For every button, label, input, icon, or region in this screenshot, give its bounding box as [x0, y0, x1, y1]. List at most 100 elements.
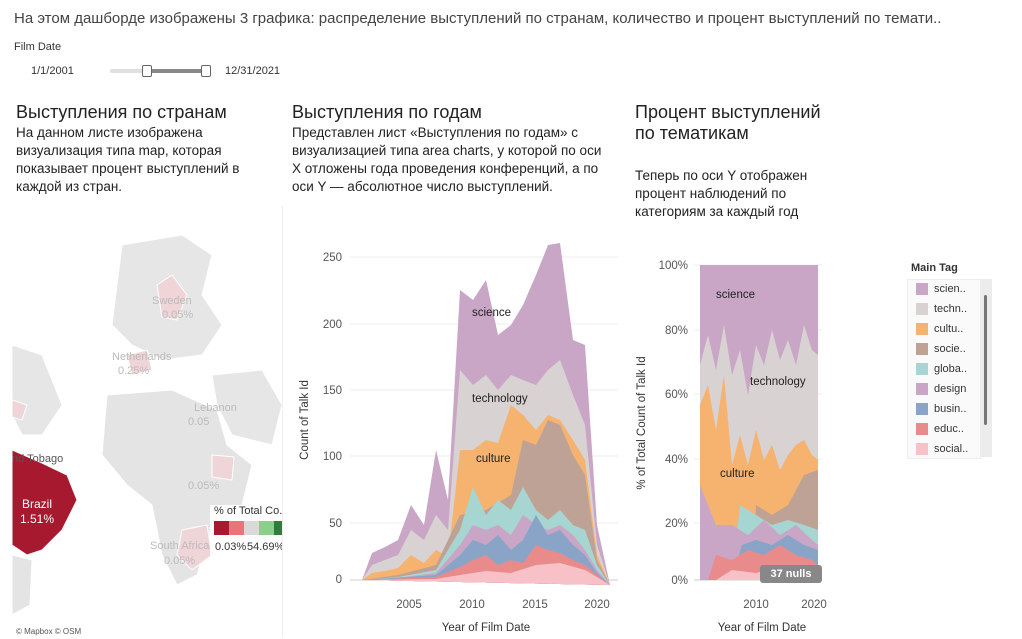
legend-swatch [916, 403, 928, 415]
legend-scrollbar-thumb[interactable] [984, 295, 987, 425]
x-tick: 2015 [522, 599, 548, 611]
map-label-trinidad: nd Tobago [12, 453, 64, 465]
tanzania-region[interactable] [211, 454, 235, 481]
annotation-science: science [472, 307, 511, 319]
y-tick: 50 [329, 518, 342, 530]
legend-item-global[interactable]: globa.. [916, 363, 967, 375]
world-map[interactable] [12, 205, 282, 637]
pct-y-tick: 80% [665, 325, 688, 337]
x-tick: 2020 [584, 599, 610, 611]
pct-x-axis-title: Year of Film Date [718, 622, 806, 634]
pct-sheet-title: Процент выступлений по тематикам [635, 102, 821, 143]
y-tick: 250 [323, 252, 342, 264]
x-axis-title: Year of Film Date [442, 622, 530, 634]
map-sheet-title: Выступления по странам [16, 102, 227, 122]
slider-handle-end[interactable] [201, 65, 211, 77]
x-tick: 2005 [396, 599, 422, 611]
pct-y-tick: 0% [671, 575, 688, 587]
legend-swatch [916, 363, 928, 375]
map-label-brazil: Brazil [22, 497, 53, 511]
filter-start-date[interactable]: 1/1/2001 [31, 65, 74, 77]
legend-label: cultu.. [934, 323, 964, 335]
legend-swatch [916, 343, 928, 355]
pct-y-tick: 100% [659, 260, 688, 272]
legend-swatch [916, 443, 928, 455]
map-label-south-africa-value: 0.05% [164, 555, 196, 567]
netherlands-region[interactable] [126, 349, 153, 376]
south-africa-region[interactable] [176, 524, 213, 571]
map-label-netherlands-value: 0.25% [118, 365, 150, 377]
americas-landmass [12, 344, 63, 436]
y-tick: 150 [323, 385, 342, 397]
map-color-legend-title: % of Total Co.. [214, 505, 283, 517]
legend-label: scien.. [934, 283, 966, 295]
years-sheet-description: Представлен лист «Выступления по годам» … [292, 125, 602, 194]
legend-swatch [916, 323, 928, 335]
pct-x-tick: 2010 [743, 599, 769, 611]
annotation-technology: technology [472, 393, 528, 405]
pct-y-tick: 40% [665, 454, 688, 466]
legend-label: globa.. [934, 363, 968, 375]
dashboard-title: На этом дашборде изображены 3 графика: р… [14, 10, 942, 27]
map-color-legend-max: 54.69% [247, 541, 283, 553]
annotation-culture: culture [476, 453, 511, 465]
y-tick: 100 [323, 451, 342, 463]
pct-area-chart[interactable]: 100% 80% 60% 40% 20% 0% 2010 2020 scienc… [632, 255, 832, 639]
middle-east-landmass [211, 369, 282, 446]
area-social[interactable] [362, 563, 610, 585]
legend-title: Main Tag [911, 262, 958, 274]
map-label-netherlands: Netherlands [112, 351, 172, 363]
main-tag-legend[interactable]: scien.. techn.. cultu.. socie.. globa.. … [907, 279, 981, 459]
map-view[interactable]: Sweden 0.05% Netherlands 0.25% Lebanon 0… [12, 205, 283, 637]
legend-label: social.. [934, 443, 969, 455]
south-america-south [12, 554, 33, 616]
legend-label: design [934, 383, 967, 395]
film-date-filter-label: Film Date [14, 41, 62, 53]
caribbean-region[interactable] [12, 399, 28, 421]
map-label-lebanon: Lebanon [194, 402, 237, 414]
legend-label: educ.. [934, 423, 964, 435]
legend-swatch [916, 303, 928, 315]
years-area-chart[interactable]: 250 200 150 100 50 0 2005 2010 2015 2020… [290, 225, 630, 639]
pct-annotation-technology: technology [750, 376, 806, 388]
map-label-sweden-value: 0.05% [162, 309, 194, 321]
legend-item-social[interactable]: social.. [916, 443, 968, 455]
brazil-region[interactable] [12, 449, 78, 556]
x-tick: 2010 [459, 599, 485, 611]
sweden-region[interactable] [156, 274, 188, 321]
map-color-ramp [214, 521, 282, 535]
pct-y-axis-title: % of Total Count of Talk Id [636, 356, 648, 489]
legend-item-culture[interactable]: cultu.. [916, 323, 963, 335]
nulls-indicator[interactable]: 37 nulls [760, 565, 822, 583]
y-tick: 200 [323, 319, 342, 331]
slider-handle-start[interactable] [142, 65, 152, 77]
legend-item-science[interactable]: scien.. [916, 283, 966, 295]
map-label-brazil-value: 1.51% [20, 512, 55, 526]
pct-x-tick: 2020 [801, 599, 827, 611]
legend-swatch [916, 383, 928, 395]
map-color-legend: % of Total Co.. [210, 505, 283, 565]
legend-item-business[interactable]: busin.. [916, 403, 966, 415]
map-sheet-description: На данном листе изображена визуализация … [16, 125, 240, 194]
legend-item-society[interactable]: socie.. [916, 343, 966, 355]
pct-y-tick: 60% [665, 389, 688, 401]
legend-item-education[interactable]: educ.. [916, 423, 964, 435]
y-tick: 0 [336, 574, 342, 586]
map-attribution[interactable]: © Mapbox © OSM [16, 627, 82, 636]
legend-item-technology[interactable]: techn.. [916, 303, 967, 315]
pct-y-tick: 20% [665, 518, 688, 530]
legend-item-design[interactable]: design [916, 383, 966, 395]
legend-swatch [916, 423, 928, 435]
map-label-south-africa: South Africa [150, 540, 210, 552]
pct-annotation-science: science [716, 289, 755, 301]
y-axis-title: Count of Talk Id [299, 380, 311, 460]
filter-end-date[interactable]: 12/31/2021 [225, 65, 281, 77]
map-label-lebanon-value: 0.05 [188, 416, 210, 428]
legend-label: techn.. [934, 303, 968, 315]
pct-annotation-culture: culture [720, 468, 755, 480]
years-sheet-title: Выступления по годам [292, 102, 482, 122]
pct-sheet-description: Теперь по оси Y отображен процент наблюд… [635, 168, 808, 219]
map-label-sweden: Sweden [152, 295, 192, 307]
legend-label: socie.. [934, 343, 966, 355]
date-range-slider-fill [146, 69, 206, 73]
